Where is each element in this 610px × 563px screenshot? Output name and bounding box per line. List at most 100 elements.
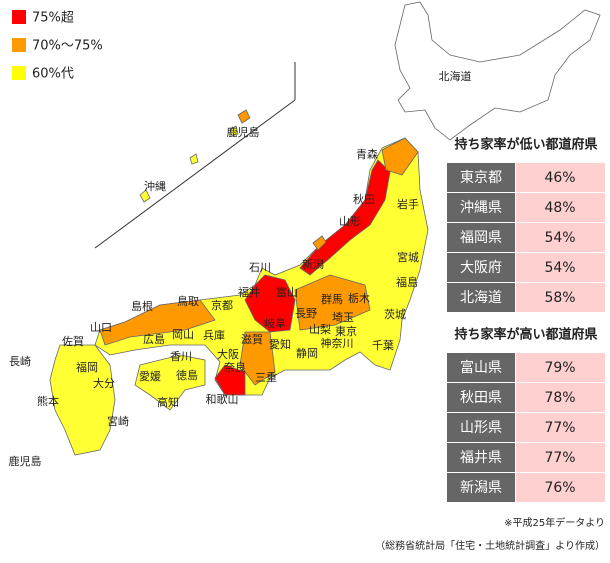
- island: [139, 189, 151, 203]
- ownership-rate: 77%: [544, 450, 575, 466]
- map-label: 埼玉: [332, 310, 354, 324]
- prefecture-name: 新潟県: [460, 480, 502, 496]
- map-label: 佐賀: [62, 334, 84, 348]
- ownership-rate: 46%: [544, 170, 575, 186]
- table-cell: [447, 383, 515, 412]
- table-cell: [516, 473, 605, 502]
- map-label: 長野: [295, 307, 317, 320]
- map-label: 高知: [157, 395, 179, 409]
- ownership-rate: 54%: [544, 260, 575, 276]
- ownership-rate: 48%: [544, 200, 575, 216]
- table-cell: [447, 253, 515, 282]
- map-label: 長崎: [9, 354, 31, 368]
- region-orange: [294, 274, 371, 331]
- map-label: 岐阜: [264, 317, 286, 330]
- prefecture-name: 山形県: [460, 420, 502, 436]
- ownership-rate: 54%: [544, 230, 575, 246]
- table-cell: [447, 163, 515, 192]
- prefecture-name: 福岡県: [460, 230, 502, 246]
- ownership-rate: 79%: [544, 360, 575, 376]
- map-label: 栃木: [348, 291, 370, 305]
- map-label: 熊本: [37, 394, 59, 408]
- footnote: （総務省統計局「住宅・土地統計調査」より作成）: [375, 539, 605, 552]
- map-label: 福島: [396, 275, 418, 289]
- island: [312, 235, 327, 251]
- map-label: 福井: [238, 285, 260, 299]
- map-label: 山形: [339, 215, 361, 228]
- map-label: 秋田: [353, 192, 375, 206]
- map-label: 青森: [356, 147, 378, 161]
- map-label: 奈良: [224, 360, 246, 374]
- table-cell: [516, 413, 605, 442]
- region-orange: [239, 331, 276, 386]
- table-cell: [516, 253, 605, 282]
- map-label: 愛知: [269, 337, 291, 351]
- map-label: 鳥取: [177, 294, 199, 308]
- table-cell: [447, 283, 515, 312]
- table-cell: [516, 283, 605, 312]
- table-cell: [516, 383, 605, 412]
- map-label: 滋賀: [241, 333, 263, 346]
- map-label: 岡山: [172, 328, 194, 341]
- table-cell: [447, 443, 515, 472]
- map-label: 群馬: [321, 292, 343, 306]
- map-label: 宮城: [397, 250, 419, 264]
- map-label: 岩手: [397, 197, 419, 211]
- region-orange: [99, 299, 216, 346]
- legend-label: 70%～75%: [32, 39, 103, 54]
- map-label: 鹿児島: [9, 454, 42, 468]
- island: [237, 109, 251, 124]
- legend-swatch: [12, 38, 26, 52]
- map-label: 沖縄: [144, 179, 166, 193]
- map-label: 茨城: [384, 307, 406, 321]
- inset-border: [94, 99, 296, 249]
- prefecture-name: 大阪府: [460, 260, 502, 276]
- map-label: 愛媛: [139, 369, 161, 383]
- legend-swatch: [12, 66, 26, 80]
- table-cell: [516, 443, 605, 472]
- map-label: 静岡: [296, 346, 318, 360]
- legend-label: 60%代: [32, 67, 74, 82]
- map-label: 北海道: [439, 69, 472, 83]
- map-label: 徳島: [176, 368, 198, 382]
- map-label: 島根: [131, 299, 153, 313]
- map-label: 富山: [276, 285, 298, 299]
- map-label: 京都: [211, 298, 233, 312]
- table-cell: [447, 193, 515, 222]
- legend-swatch: [12, 10, 26, 24]
- prefecture-name: 北海道: [460, 290, 502, 306]
- table-cell: [516, 353, 605, 382]
- ownership-rate: 58%: [544, 290, 575, 306]
- island: [229, 125, 239, 137]
- table-title: 持ち家率が低い都道府県: [454, 137, 597, 153]
- island: [189, 153, 199, 165]
- table-cell: [447, 353, 515, 382]
- kyushu: [49, 344, 116, 456]
- table-cell: [516, 223, 605, 252]
- map-label: 三重: [255, 370, 277, 384]
- ownership-rate: 76%: [544, 480, 575, 496]
- region-orange: [381, 137, 419, 176]
- prefecture-name: 沖縄県: [460, 200, 502, 216]
- legend: 75%超 70%～75% 60%代: [12, 10, 103, 82]
- table-title: 持ち家率が高い都道府県: [454, 327, 597, 343]
- region-red: [244, 274, 296, 333]
- map-label: 石川: [249, 261, 271, 274]
- table-cell: [516, 163, 605, 192]
- prefecture-name: 富山県: [460, 359, 502, 376]
- map-label: 香川: [170, 350, 192, 363]
- ownership-rate: 78%: [544, 390, 575, 406]
- map-label: 大分: [93, 376, 115, 390]
- footnote: ※平成25年データより: [504, 516, 605, 529]
- map-label: 鹿児島: [227, 125, 260, 139]
- map-label: 東京: [335, 324, 357, 338]
- legend-label: 75%超: [32, 11, 74, 26]
- map-label: 山梨: [309, 322, 331, 336]
- map-label: 新潟: [302, 257, 324, 271]
- map-label: 千葉: [372, 338, 394, 352]
- map-label: 神奈川: [321, 336, 354, 350]
- map-label: 山口: [90, 321, 112, 334]
- region-red: [214, 364, 246, 396]
- map-label: 福岡: [76, 360, 98, 374]
